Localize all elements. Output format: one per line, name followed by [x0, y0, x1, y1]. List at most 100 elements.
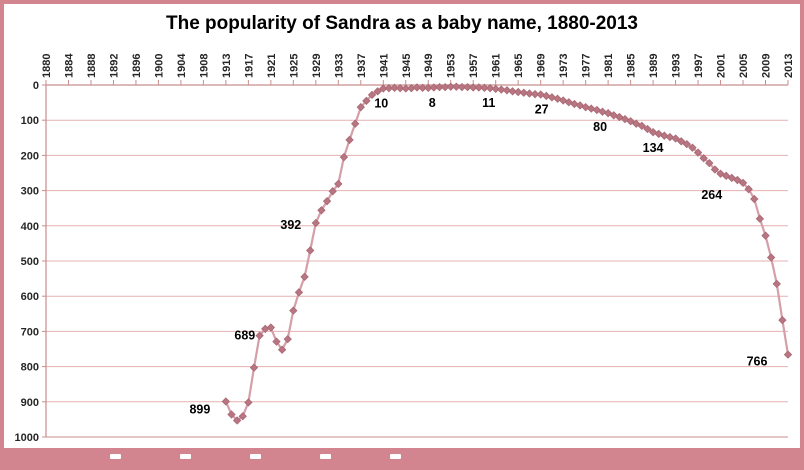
x-tick-label: 1929 [311, 54, 323, 78]
data-annotation: 392 [280, 218, 301, 232]
data-point-marker [339, 152, 349, 162]
data-point-marker [727, 173, 736, 183]
data-point-marker [750, 194, 759, 204]
x-tick-label: 1892 [108, 54, 120, 78]
y-tick-label: 0 [33, 80, 39, 92]
data-point-marker [317, 206, 326, 215]
data-point-marker [412, 83, 422, 92]
data-point-marker [452, 82, 461, 91]
data-point-marker [699, 154, 708, 163]
data-point-marker [277, 345, 287, 354]
data-annotation: 10 [374, 97, 388, 111]
data-point-marker [322, 196, 332, 206]
data-point-marker [238, 412, 247, 421]
decorative-mark [250, 454, 261, 459]
decorative-mark [390, 454, 401, 459]
data-point-marker [682, 139, 691, 149]
data-annotation: 899 [189, 402, 210, 416]
data-point-marker [564, 98, 573, 107]
data-point-marker [463, 82, 472, 92]
data-point-marker [255, 331, 264, 340]
data-annotation: 11 [482, 96, 495, 110]
data-point-marker [244, 398, 253, 407]
data-annotation: 8 [429, 96, 436, 110]
data-point-marker [502, 86, 512, 95]
x-tick-label: 1941 [378, 54, 390, 78]
data-point-marker [362, 96, 371, 106]
x-tick-label: 1937 [356, 54, 368, 78]
data-point-marker [300, 272, 309, 282]
data-point-marker [446, 82, 455, 91]
data-point-marker [272, 337, 281, 346]
data-point-marker [266, 323, 276, 332]
data-point-marker [710, 165, 720, 174]
x-tick-label: 1933 [333, 54, 345, 78]
x-tick-label: 2005 [738, 54, 750, 78]
x-tick-label: 1965 [513, 54, 525, 78]
data-point-marker [525, 89, 534, 98]
x-tick-label: 1977 [581, 54, 593, 78]
data-point-marker [643, 124, 652, 134]
data-point-marker [587, 104, 596, 113]
plot-area: 0 100 200 300 400 500 600 700 800 900 1000 1880 1884… [15, 53, 795, 444]
data-point-marker [485, 84, 495, 93]
x-tick-label: 1973 [558, 54, 570, 78]
x-tick-label: 1913 [221, 54, 233, 78]
data-point-marker [772, 279, 781, 289]
data-point-marker [508, 87, 517, 96]
data-point-marker [418, 83, 427, 92]
data-point-marker [693, 148, 703, 157]
data-point-marker [491, 84, 500, 94]
data-point-marker [373, 87, 382, 96]
x-tick-label: 1888 [86, 54, 98, 78]
data-annotation: 766 [747, 355, 768, 369]
x-tick-label: 1957 [468, 54, 480, 78]
data-point-marker [328, 187, 337, 196]
data-point-marker [395, 84, 405, 93]
data-point-marker [755, 214, 765, 223]
data-point-marker [457, 82, 467, 92]
data-point-marker [615, 112, 624, 122]
data-annotation: 264 [701, 188, 722, 202]
data-point-marker [783, 350, 793, 359]
data-point-marker [480, 83, 489, 92]
data-point-marker [345, 135, 354, 145]
data-point-marker [766, 253, 776, 262]
y-tick-label: 200 [21, 150, 39, 162]
x-tick-label: 1981 [603, 54, 615, 78]
decorative-mark [110, 454, 121, 459]
data-point-marker [620, 114, 630, 124]
data-annotation: 689 [234, 329, 255, 343]
data-point-marker [671, 134, 680, 143]
data-point-marker [306, 246, 315, 255]
y-tick-label: 1000 [15, 432, 39, 444]
data-point-marker [626, 117, 635, 126]
data-point-marker [665, 132, 675, 142]
y-tick-label: 300 [21, 186, 39, 198]
data-annotation: 134 [643, 141, 664, 155]
x-tick-label: 1945 [401, 54, 413, 78]
x-tick-label: 1925 [288, 54, 300, 78]
data-point-marker [519, 88, 528, 97]
data-point-marker [232, 416, 242, 425]
data-annotation: 80 [593, 120, 607, 134]
x-tick-label: 1896 [131, 54, 143, 78]
data-point-marker [581, 103, 590, 112]
decorative-mark [180, 454, 191, 459]
data-point-marker [660, 131, 669, 140]
data-point-marker [289, 306, 298, 315]
data-point-marker [648, 128, 658, 137]
x-tick-label: 1917 [243, 54, 255, 78]
x-tick-label: 1908 [198, 54, 210, 78]
data-point-marker [227, 410, 236, 419]
data-point-marker [598, 107, 607, 116]
data-point-marker [536, 90, 545, 99]
data-point-marker [733, 175, 742, 185]
data-point-marker [744, 185, 753, 194]
x-tick-label: 1904 [176, 53, 188, 78]
x-tick-label: 1900 [153, 54, 165, 78]
x-tick-label: 1921 [266, 54, 278, 78]
data-point-marker [474, 83, 483, 92]
data-point-marker [435, 82, 444, 92]
